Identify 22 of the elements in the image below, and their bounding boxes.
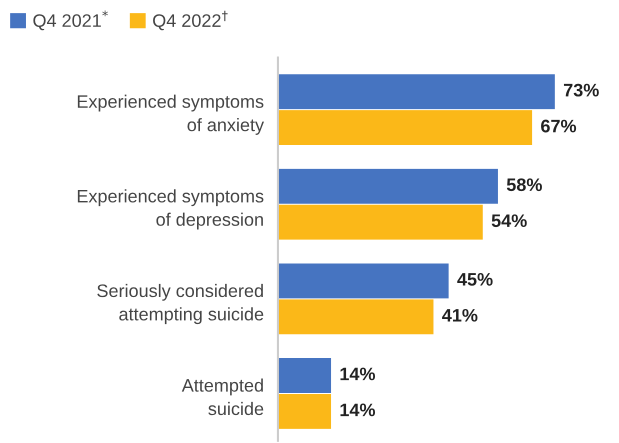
bar <box>278 358 332 393</box>
bar <box>278 74 555 110</box>
bar <box>278 110 532 146</box>
bar <box>278 168 498 204</box>
data-label: 14% <box>340 404 376 416</box>
data-label: 45% <box>457 272 493 286</box>
legend-label: Q4 2022$^{†}$ <box>153 10 228 30</box>
data-label: 14% <box>340 368 376 380</box>
y-tick-label: Seriously considered attempting suicide <box>97 284 264 324</box>
bar <box>278 394 332 429</box>
bar <box>278 299 434 334</box>
y-tick-label: Attempted suicide <box>182 378 264 416</box>
legend-label: Q4 2021$^{*}$ <box>33 10 108 30</box>
y-tick-label: Experienced symptoms of anxiety <box>78 94 264 135</box>
data-label: 41% <box>442 308 478 322</box>
bar <box>278 263 449 298</box>
y-tick-label: Experienced symptoms of depression <box>78 189 264 230</box>
data-label: 58% <box>506 178 542 192</box>
data-label: 54% <box>492 214 527 228</box>
data-label: 67% <box>541 120 576 132</box>
bar <box>278 204 483 240</box>
data-label: 73% <box>564 84 599 97</box>
